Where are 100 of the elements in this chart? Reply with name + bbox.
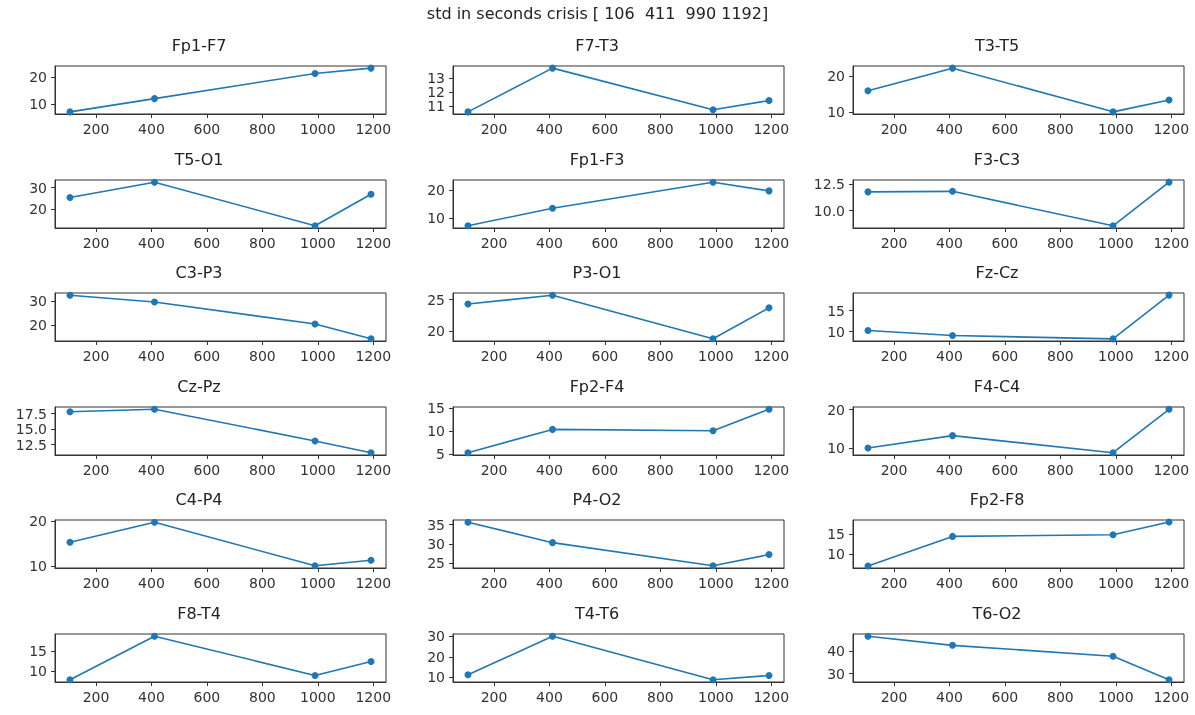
point [864, 326, 872, 334]
point [549, 539, 557, 547]
y-tick-label: 15 [827, 525, 845, 542]
point [367, 335, 375, 343]
point [949, 431, 957, 439]
x-tick-label: 600 [991, 234, 1019, 251]
point [151, 405, 159, 413]
point [549, 204, 557, 212]
x-tick-label: 200 [880, 461, 908, 478]
x-tick-label: 400 [936, 575, 963, 591]
x-tick-label: 1200 [753, 121, 790, 137]
x-tick-label: 800 [248, 575, 276, 591]
point [151, 178, 159, 186]
point [367, 657, 375, 665]
x-tick-label: 200 [82, 234, 110, 251]
x-tick-label: 1200 [753, 688, 790, 705]
x-tick-label: 1000 [299, 121, 336, 137]
point [1165, 405, 1173, 413]
chart-title: Fz-Cz [975, 262, 1019, 282]
chart-title: T3-T5 [973, 35, 1020, 55]
y-tick-label: 40 [827, 642, 845, 659]
y-tick-label: 12.5 [813, 175, 845, 192]
x-tick-label: 400 [536, 461, 563, 478]
x-tick-label: 400 [536, 348, 563, 364]
point [367, 556, 375, 564]
x-tick-label: 1000 [1097, 234, 1134, 251]
x-tick-label: 400 [536, 688, 563, 705]
x-tick-label: 800 [1046, 121, 1074, 137]
point [949, 641, 957, 649]
x-tick-label: 1000 [697, 348, 734, 364]
point [549, 632, 557, 640]
point [949, 532, 957, 540]
point [151, 95, 159, 103]
x-tick-label: 200 [880, 234, 908, 251]
point [709, 426, 717, 434]
x-tick-label: 1000 [697, 575, 734, 591]
point [765, 97, 773, 105]
x-tick-label: 1000 [299, 688, 336, 705]
chart-title: Fp1-F7 [171, 35, 227, 55]
point [864, 632, 872, 640]
x-tick-label: 800 [1046, 461, 1074, 478]
x-tick-label: 200 [880, 575, 908, 591]
x-tick-label: 600 [591, 348, 619, 364]
x-tick-label: 800 [1046, 234, 1074, 251]
point [549, 425, 557, 433]
y-tick-label: 10 [29, 662, 47, 679]
x-tick-label: 1000 [299, 234, 336, 251]
x-tick-label: 400 [138, 688, 165, 705]
y-tick-label: 35 [427, 516, 445, 533]
y-tick-label: 20 [29, 69, 47, 86]
x-tick-label: 400 [138, 461, 165, 478]
point [464, 221, 472, 229]
x-tick-label: 1000 [1097, 461, 1134, 478]
y-tick-label: 10 [827, 439, 845, 456]
chart-title: Fp1-F3 [569, 149, 625, 168]
x-tick-label: 200 [480, 575, 508, 591]
x-tick-label: 800 [1046, 575, 1074, 591]
y-tick-label: 30 [427, 535, 445, 552]
x-tick-label: 600 [193, 348, 221, 364]
y-tick-label: 30 [29, 179, 47, 196]
point [864, 87, 872, 95]
x-tick-label: 600 [193, 575, 221, 591]
chart-title: Cz-Pz [177, 376, 221, 395]
x-tick-label: 1000 [1097, 348, 1134, 364]
x-tick-label: 1200 [753, 575, 790, 591]
x-tick-label: 600 [591, 234, 619, 251]
x-tick-label: 400 [936, 461, 963, 478]
x-tick-label: 1000 [1097, 688, 1134, 705]
chart-title: F8-T4 [177, 603, 221, 622]
x-tick-label: 1000 [299, 348, 336, 364]
x-tick-label: 600 [991, 461, 1019, 478]
x-tick-label: 600 [991, 348, 1019, 364]
y-tick-label: 10 [29, 95, 47, 112]
x-tick-label: 600 [193, 121, 221, 137]
y-tick-label: 17.5 [15, 405, 47, 422]
point [765, 405, 773, 413]
y-tick-label: 15.0 [15, 420, 47, 437]
x-tick-label: 600 [591, 121, 619, 137]
point [709, 562, 717, 570]
y-tick-label: 30 [427, 627, 445, 644]
x-tick-label: 400 [138, 348, 165, 364]
x-tick-label: 1200 [1153, 575, 1190, 591]
x-tick-label: 1000 [1097, 121, 1134, 137]
x-tick-label: 600 [991, 688, 1019, 705]
chart-title: Fp2-F8 [969, 489, 1025, 509]
y-tick-label: 25 [427, 555, 445, 572]
point [311, 671, 319, 679]
point [765, 671, 773, 679]
point [765, 551, 773, 559]
y-tick-label: 20 [29, 512, 47, 529]
y-tick-label: 15 [427, 399, 445, 416]
point [949, 187, 957, 195]
y-tick-label: 12 [427, 84, 445, 101]
x-tick-label: 200 [480, 688, 508, 705]
point [151, 518, 159, 526]
y-tick-label: 20 [827, 68, 845, 85]
x-tick-label: 600 [193, 688, 221, 705]
y-tick-label: 5 [436, 445, 445, 462]
x-tick-label: 600 [991, 121, 1019, 137]
chart-title: F7-T3 [575, 35, 619, 55]
